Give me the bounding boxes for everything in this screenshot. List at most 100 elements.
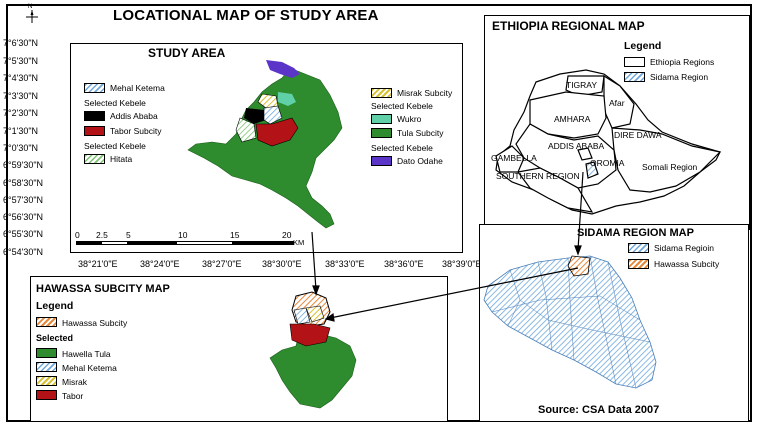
legend-label: Misrak (62, 377, 88, 387)
lat-label: 7°3'30"N (3, 91, 39, 101)
hawassa-tula-polygon (269, 329, 357, 409)
hitata-polygon (235, 117, 257, 143)
addis-ababa-polygon (244, 108, 266, 124)
lon-label: 38°33'0"E (325, 259, 365, 269)
legend-label: Sidama Region (650, 72, 709, 82)
lat-label: 6°59'30"N (3, 160, 44, 170)
sidama-woreda-lines (491, 255, 651, 389)
legend-swatch-misrak (36, 376, 57, 386)
lat-label: 7°4'30"N (3, 73, 39, 83)
scale-label: 5 (126, 230, 131, 240)
legend-swatch-misrak (371, 88, 392, 98)
scale-label: 2.5 (96, 230, 108, 240)
region-label-gambella: GAMBELLA (491, 153, 537, 163)
region-label-afar: Afar (609, 98, 625, 108)
legend-heading: Selected Kebele (84, 98, 146, 108)
legend-label: Dato Odahe (397, 156, 443, 166)
study-area-title: STUDY AREA (148, 46, 226, 60)
legend-heading: Selected Kebele (371, 143, 433, 153)
lat-label: 7°6'30"N (3, 38, 39, 48)
tabor-polygon (255, 117, 299, 147)
connector-arrows (311, 171, 584, 322)
north-label: N (28, 4, 33, 10)
lon-label: 38°27'0"E (202, 259, 242, 269)
region-label-addis-ababa: ADDIS ABABA (548, 141, 605, 151)
region-label-tigray: TIGRAY (566, 80, 598, 90)
scale-label: 0 (75, 230, 80, 240)
hawassa-legend-title: Legend (36, 300, 74, 312)
legend-swatch-wukro (371, 114, 392, 124)
legend-swatch-tula (371, 128, 392, 138)
lat-label: 6°56'30"N (3, 212, 44, 222)
legend-swatch-addis-ababa (84, 111, 105, 121)
study-area-tula-polygon (187, 67, 343, 229)
lon-label: 38°30'0"E (262, 259, 302, 269)
legend-label: Hitata (110, 154, 133, 164)
legend-swatch-hawella-tula (36, 348, 57, 358)
legend-swatch-ethiopia-regions (624, 57, 645, 67)
sidama-hawassa-polygon (567, 255, 591, 277)
sidama-title: SIDAMA REGION MAP (577, 227, 694, 239)
legend-swatch-hitata (84, 154, 105, 164)
hawassa-panel (30, 276, 448, 422)
region-label-amhara: AMHARA (554, 114, 591, 124)
region-label-oromia: OROMIA (590, 158, 625, 168)
region-label-somali: Somali Region (642, 162, 698, 172)
legend-heading: Selected Kebele (371, 101, 433, 111)
legend-label: Wukro (397, 114, 422, 124)
wukro-polygon (278, 92, 296, 106)
hawassa-title: HAWASSA SUBCITY MAP (36, 283, 170, 295)
legend-swatch-tabor (84, 126, 105, 136)
hawassa-misrak-polygon (305, 305, 325, 323)
legend-swatch-tabor (36, 390, 57, 400)
mehal-ketema-polygon (263, 105, 283, 125)
lat-label: 6°55'30"N (3, 229, 44, 239)
legend-label: Ethiopia Regions (650, 57, 715, 67)
lat-label: 6°54'30"N (3, 247, 44, 257)
legend-label: Mehal Ketema (110, 83, 165, 93)
lon-label: 38°24'0"E (140, 259, 180, 269)
lon-label: 38°39'0"E (442, 259, 482, 269)
scale-label: 10 (178, 230, 188, 240)
ethiopia-title: ETHIOPIA REGIONAL MAP (492, 19, 645, 33)
legend-label: Tabor (62, 391, 84, 401)
legend-label: Mehal Ketema (62, 363, 117, 373)
legend-swatch-mehal-ketema (84, 83, 105, 93)
hawassa-tabor-polygon (289, 323, 331, 347)
legend-label: Hawassa Subcity (654, 259, 720, 269)
legend-swatch-dato-odahe (371, 156, 392, 166)
legend-label: Hawella Tula (62, 349, 111, 359)
legend-label: Sidama Regioin (654, 243, 715, 253)
legend-heading: Selected (36, 333, 74, 343)
legend-swatch-hawassa-subcity (36, 317, 57, 327)
legend-label: Misrak Subcity (397, 88, 453, 98)
scale-unit: KM (293, 238, 305, 247)
source-note: Source: CSA Data 2007 (538, 404, 660, 416)
legend-label: Tabor Subcity (110, 126, 162, 136)
legend-swatch-sidama-region (628, 243, 649, 253)
legend-label: Addis Ababa (110, 111, 158, 121)
lon-label: 38°21'0"E (78, 259, 118, 269)
dato-odahe-polygon (266, 60, 300, 78)
scale-label: 20 (282, 230, 292, 240)
legend-label: Tula Subcity (397, 128, 444, 138)
scale-bar (76, 241, 294, 245)
lat-label: 7°2'30"N (3, 108, 39, 118)
legend-swatch-mehal-ketema (36, 362, 57, 372)
lat-label: 7°0'30"N (3, 143, 39, 153)
ethiopia-regions-map (495, 69, 722, 215)
hawassa-mehal-ketema-polygon (293, 307, 311, 325)
ethiopia-legend-title: Legend (624, 40, 662, 52)
lat-label: 7°5'30"N (3, 56, 39, 66)
north-arrow-icon: N (24, 4, 40, 24)
scale-label: 15 (230, 230, 240, 240)
lon-label: 38°36'0"E (384, 259, 424, 269)
lat-label: 6°58'30"N (3, 178, 44, 188)
main-title: LOCATIONAL MAP OF STUDY AREA (113, 7, 379, 24)
legend-label: Hawassa Subcity (62, 318, 128, 328)
legend-swatch-sidama (624, 72, 645, 82)
legend-swatch-hawassa (628, 259, 649, 269)
legend-heading: Selected Kebele (84, 141, 146, 151)
region-label-dire-dawa: DIRE DAWA (614, 130, 662, 140)
